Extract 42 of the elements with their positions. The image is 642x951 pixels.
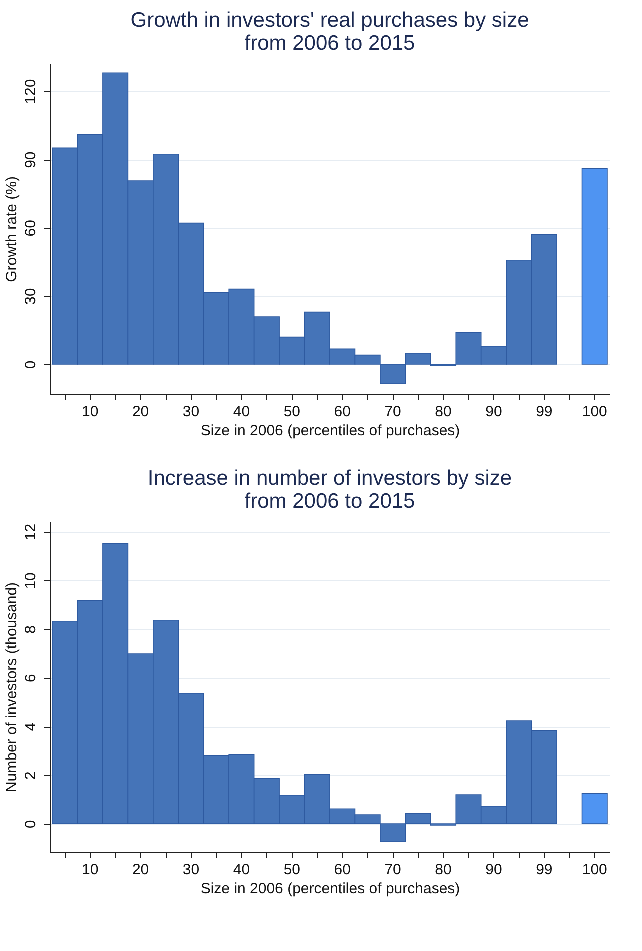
bar <box>582 793 608 824</box>
x-axis-title: Size in 2006 (percentiles of purchases) <box>200 880 460 898</box>
y-axis-title: Number of investors (thousand) <box>4 582 20 793</box>
y-tick-label: 12 <box>22 524 40 541</box>
y-tick-label: 120 <box>22 79 40 104</box>
x-tick-label: 30 <box>182 404 200 420</box>
bar <box>582 168 608 365</box>
y-tick-label: 30 <box>22 288 40 305</box>
x-tick-label: 90 <box>486 862 502 878</box>
x-tick-label: 99 <box>536 862 553 878</box>
x-tick-label: 100 <box>582 404 608 420</box>
chart-title: Growth in investors' real purchases by size from 2006 to 2015 <box>130 9 530 55</box>
x-tick-label: 40 <box>233 862 250 878</box>
x-tick-label: 100 <box>582 862 608 878</box>
x-tick-label: 70 <box>384 404 402 420</box>
x-tick-label: 20 <box>132 862 150 878</box>
x-tick-label: 40 <box>233 404 250 420</box>
y-axis-title: Growth rate (%) <box>4 176 20 282</box>
chart-title: Increase in number of investors by size from 2006 to 2015 <box>148 467 512 513</box>
y-tick-label: 4 <box>22 722 40 732</box>
y-tick-label: 60 <box>22 220 40 237</box>
y-tick-label: 0 <box>22 820 40 829</box>
y-tick-label: 8 <box>22 625 40 634</box>
x-tick-label: 60 <box>334 862 351 878</box>
x-tick-label: 50 <box>284 404 301 420</box>
x-tick-label: 80 <box>435 404 452 420</box>
y-tick-label: 10 <box>22 572 40 590</box>
x-tick-label: 10 <box>82 404 99 420</box>
x-axis-title: Size in 2006 (percentiles of purchases) <box>200 422 460 440</box>
x-tick-label: 70 <box>384 862 402 878</box>
y-tick-label: 0 <box>22 360 40 370</box>
x-tick-label: 50 <box>284 862 301 878</box>
x-tick-label: 90 <box>486 404 502 420</box>
y-tick-label: 90 <box>22 152 40 168</box>
x-tick-label: 99 <box>536 404 553 420</box>
x-tick-label: 10 <box>82 862 99 878</box>
x-tick-label: 60 <box>334 404 351 420</box>
x-tick-label: 80 <box>435 862 452 878</box>
y-tick-label: 2 <box>22 772 40 780</box>
x-tick-label: 30 <box>182 862 200 878</box>
x-tick-label: 20 <box>132 404 150 420</box>
y-tick-label: 6 <box>22 674 40 683</box>
